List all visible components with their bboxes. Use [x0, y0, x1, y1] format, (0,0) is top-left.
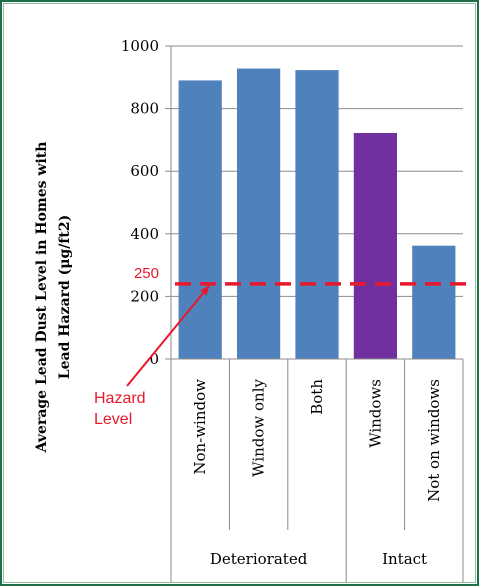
x-tick-label: Window only	[250, 378, 268, 476]
hazard-value-label: 250	[134, 265, 159, 282]
annotation-arrow	[126, 285, 210, 387]
bars	[178, 68, 456, 360]
y-tick-label: 0	[149, 350, 159, 368]
x-tick-label: Both	[308, 379, 326, 415]
hazard-line-group: 250	[134, 265, 470, 286]
y-tick-label: 200	[130, 287, 159, 305]
x-tick-label: Non-window	[191, 379, 209, 475]
x-tick-label: Windows	[366, 379, 384, 448]
group-label: Intact	[382, 550, 427, 568]
group-label: Deteriorated	[210, 550, 308, 568]
y-tick-label: 800	[130, 100, 159, 118]
bar-2	[236, 68, 281, 359]
y-axis-label: Average Lead Dust Level in Homes with Lea…	[34, 142, 73, 454]
annotation-text: Level	[94, 411, 132, 428]
y-tick-label: 600	[130, 162, 159, 180]
x-tick-label: Not on windows	[425, 379, 443, 502]
x-axis: Non-window Window only Both Windows Not on w…	[170, 358, 464, 582]
bar-4	[353, 133, 398, 359]
hazard-annotation: Hazard Level	[94, 285, 210, 428]
bar-3	[295, 70, 339, 359]
y-tick-label: 400	[130, 225, 159, 243]
bar-1	[178, 80, 222, 360]
annotation-text: Hazard	[94, 390, 146, 407]
y-axis: 0 200 400 600 800 1000	[121, 37, 172, 368]
bar-5	[412, 245, 456, 359]
y-tick-label: 1000	[121, 37, 159, 55]
